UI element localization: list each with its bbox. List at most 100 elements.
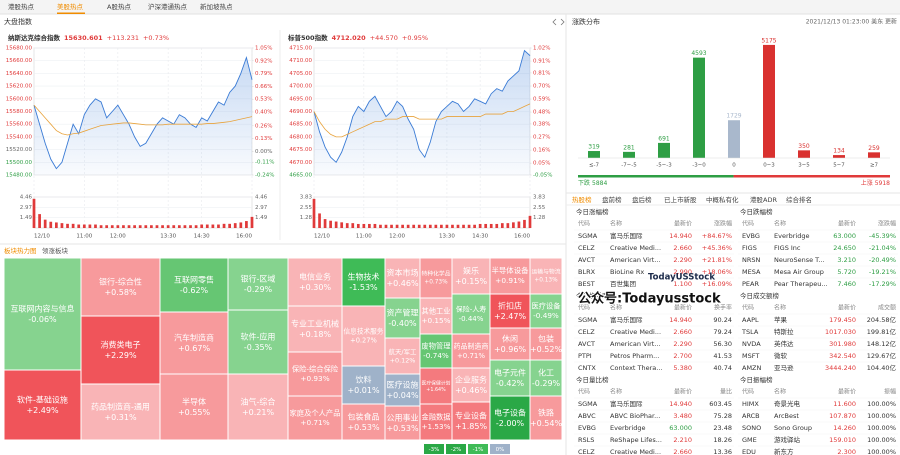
stock-name[interactable]: ReShape Lifes... bbox=[610, 436, 662, 444]
stock-name[interactable]: Pear Therapeu... bbox=[774, 280, 828, 288]
heatmap-tile[interactable] bbox=[419, 403, 453, 441]
heatmap-tile[interactable] bbox=[489, 395, 531, 441]
ticker[interactable]: AMZN bbox=[742, 364, 762, 372]
heatmap-tile[interactable] bbox=[287, 395, 343, 441]
heatmap-tile[interactable] bbox=[80, 257, 161, 317]
ticker[interactable]: NRSN bbox=[742, 256, 761, 264]
ticker[interactable]: MESA bbox=[742, 268, 761, 276]
stock-name[interactable]: 奇景光电 bbox=[774, 399, 801, 408]
stock-name[interactable]: NeuroSense T... bbox=[774, 256, 825, 264]
ticker[interactable]: GME bbox=[742, 436, 757, 444]
nav-arrows[interactable] bbox=[552, 18, 565, 26]
heatmap-tile[interactable] bbox=[341, 305, 386, 367]
ticker[interactable]: SGMA bbox=[578, 232, 598, 240]
ticker[interactable]: EDU bbox=[742, 448, 756, 455]
stock-name[interactable]: Context Thera... bbox=[610, 364, 662, 372]
stock-name[interactable]: American Virt... bbox=[610, 256, 661, 264]
heatmap-title[interactable]: 板块热力图 bbox=[4, 246, 37, 255]
stock-name[interactable]: 英伟达 bbox=[774, 339, 794, 348]
heatmap-tile[interactable] bbox=[341, 365, 386, 405]
nav-tab[interactable]: 美股热点 bbox=[57, 2, 84, 11]
nav-tab[interactable]: 新加坡热点 bbox=[200, 2, 233, 11]
ticker[interactable]: CELZ bbox=[578, 244, 595, 252]
stock-name[interactable]: ABVC BioPhar... bbox=[610, 412, 660, 420]
ticker[interactable]: EVBG bbox=[742, 232, 760, 240]
ticker[interactable]: MSFT bbox=[742, 352, 759, 360]
ranking-tab[interactable]: 盘前榜 bbox=[602, 195, 622, 204]
stock-name[interactable]: 苹果 bbox=[774, 315, 788, 324]
heatmap-tile[interactable] bbox=[159, 373, 229, 441]
stock-name[interactable]: Creative Medi... bbox=[610, 244, 661, 252]
ranking-tab[interactable]: 综合排名 bbox=[786, 195, 812, 204]
heatmap-tile[interactable] bbox=[80, 383, 161, 441]
heatmap-tile[interactable] bbox=[384, 373, 421, 407]
ticker[interactable]: AVCT bbox=[578, 340, 595, 348]
ranking-tab[interactable]: 港股ADR bbox=[750, 195, 777, 204]
stock-name[interactable]: BioLine Rx bbox=[610, 268, 644, 276]
heatmap-tile[interactable] bbox=[451, 401, 491, 441]
ranking-tab[interactable]: 盘后榜 bbox=[632, 195, 652, 204]
heatmap-tile[interactable] bbox=[384, 297, 421, 339]
heatmap-tile[interactable] bbox=[384, 257, 421, 299]
stock-name[interactable]: Sono Group bbox=[774, 424, 812, 432]
ticker[interactable]: NVDA bbox=[742, 340, 761, 348]
heatmap-tile[interactable] bbox=[384, 405, 421, 441]
heatmap-tile[interactable] bbox=[3, 369, 82, 441]
ticker[interactable]: ARCB bbox=[742, 412, 760, 420]
stock-name[interactable]: ArcBest bbox=[774, 412, 799, 420]
stock-name[interactable]: 游戏驿站 bbox=[774, 435, 801, 444]
ticker[interactable]: CELZ bbox=[578, 448, 595, 455]
heatmap-tile[interactable] bbox=[287, 257, 343, 307]
heatmap-tile[interactable] bbox=[341, 257, 386, 307]
heatmap-tile[interactable] bbox=[451, 257, 491, 295]
ticker[interactable]: BEST bbox=[578, 280, 595, 288]
stock-name[interactable]: 亚马逊 bbox=[774, 363, 794, 372]
heatmap-tile[interactable] bbox=[489, 327, 531, 361]
heatmap-tile[interactable] bbox=[529, 293, 563, 329]
ticker[interactable]: RSLS bbox=[578, 436, 594, 444]
heatmap-tile[interactable] bbox=[287, 305, 343, 353]
stock-name[interactable]: Petros Pharm... bbox=[610, 352, 659, 360]
heatmap-tile[interactable] bbox=[529, 359, 563, 397]
heatmap-tile[interactable] bbox=[489, 293, 531, 329]
heatmap-tile[interactable] bbox=[227, 309, 289, 375]
ticker[interactable]: PTPI bbox=[578, 352, 592, 360]
stock-name[interactable]: Everbridge bbox=[610, 424, 645, 432]
ranking-tab[interactable]: 已上市新股 bbox=[664, 195, 697, 204]
ticker[interactable]: CNTX bbox=[578, 364, 596, 372]
stock-name[interactable]: 百世集团 bbox=[610, 279, 636, 288]
heatmap-tile[interactable] bbox=[419, 367, 453, 405]
nav-tab[interactable]: A股热点 bbox=[107, 2, 131, 11]
ticker[interactable]: TSLA bbox=[741, 328, 759, 336]
nav-tab[interactable]: 港股热点 bbox=[8, 2, 35, 11]
stock-name[interactable]: 富马乐国际 bbox=[610, 399, 643, 408]
heatmap-tile[interactable] bbox=[489, 359, 531, 397]
heatmap-tile[interactable] bbox=[227, 373, 289, 441]
stock-name[interactable]: 微软 bbox=[774, 351, 788, 360]
stock-name[interactable]: 新东方 bbox=[774, 447, 794, 455]
ticker[interactable]: AAPL bbox=[742, 316, 759, 324]
nav-tab[interactable]: 沪深港通热点 bbox=[148, 2, 188, 11]
ranking-tab[interactable]: 热股榜 bbox=[572, 195, 592, 204]
ticker[interactable]: SONO bbox=[742, 424, 761, 432]
ticker[interactable]: HIMX bbox=[742, 400, 759, 408]
heatmap-tile[interactable] bbox=[451, 367, 491, 403]
stock-name[interactable]: FIGS Inc bbox=[774, 244, 801, 252]
heatmap-tile[interactable] bbox=[159, 311, 229, 375]
heatmap-tile[interactable] bbox=[419, 257, 453, 299]
stock-name[interactable]: Creative Medi... bbox=[610, 448, 661, 455]
ticker[interactable]: EVBG bbox=[578, 424, 596, 432]
stock-name[interactable]: 富马乐国际 bbox=[610, 231, 643, 240]
ticker[interactable]: ABVC bbox=[578, 412, 596, 420]
heatmap-tile[interactable] bbox=[80, 315, 161, 385]
ticker[interactable]: CELZ bbox=[578, 328, 595, 336]
heatmap-tile[interactable] bbox=[227, 257, 289, 311]
heatmap-tile[interactable] bbox=[529, 395, 563, 441]
heatmap-tile[interactable] bbox=[159, 257, 229, 313]
stock-name[interactable]: American Virt... bbox=[610, 340, 661, 348]
heatmap-tile[interactable] bbox=[419, 333, 453, 369]
stock-name[interactable]: Creative Medi... bbox=[610, 328, 661, 336]
ticker[interactable]: AVCT bbox=[578, 256, 595, 264]
ticker[interactable]: BLRX bbox=[578, 268, 596, 276]
ticker[interactable]: PEAR bbox=[742, 280, 759, 288]
